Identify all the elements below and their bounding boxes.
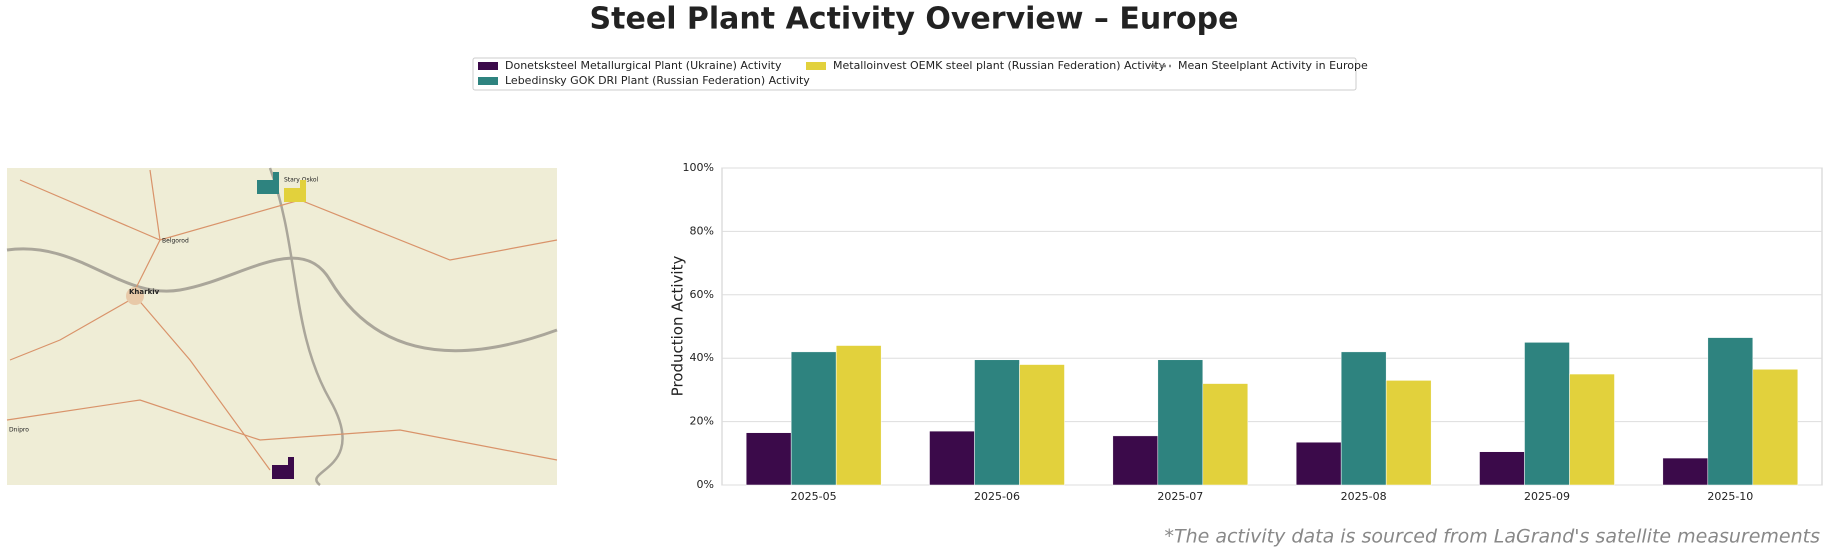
y-tick-label: 40%: [690, 351, 714, 364]
border: [6, 247, 558, 353]
y-tick-label: 20%: [690, 415, 714, 428]
bar: [1707, 337, 1754, 486]
city-area: [126, 287, 144, 305]
x-tick-label: 2025-08: [1341, 490, 1387, 503]
plant-icon: [284, 188, 302, 202]
bar: [1019, 364, 1065, 486]
road: [6, 399, 558, 461]
bar: [1752, 369, 1799, 486]
bar: [1479, 451, 1525, 486]
bar: [1569, 373, 1615, 486]
map-label: Kharkiv: [129, 288, 160, 296]
bar: [745, 432, 792, 486]
plot-area: [721, 167, 1823, 486]
y-axis-label: Production Activity: [669, 256, 687, 397]
bar: [1340, 351, 1387, 486]
bar: [790, 351, 837, 486]
map-label: Dnipro: [9, 427, 29, 434]
x-tick-label: 2025-05: [791, 490, 837, 503]
bar: [974, 359, 1020, 486]
bar: [1295, 441, 1342, 486]
legend-label: Metalloinvest OEMK steel plant (Russian …: [833, 59, 1166, 72]
bar: [1385, 380, 1432, 486]
legend-label: Mean Steelplant Activity in Europe: [1178, 59, 1368, 72]
chart-title: Steel Plant Activity Overview – Europe: [590, 2, 1239, 37]
y-tick-label: 60%: [690, 288, 714, 301]
footnote: *The activity data is sourced from LaGra…: [1164, 526, 1820, 548]
legend-swatch: [478, 62, 498, 70]
map-background: [7, 168, 557, 485]
legend-swatch: [478, 77, 498, 85]
x-tick-label: 2025-06: [974, 490, 1020, 503]
plant-icon: [273, 172, 279, 194]
bar: [1202, 383, 1249, 486]
x-tick-label: 2025-07: [1157, 490, 1203, 503]
legend-label: Donetsksteel Metallurgical Plant (Ukrain…: [505, 59, 782, 72]
map-label: Belgorod: [162, 238, 189, 245]
x-tick-label: 2025-09: [1524, 490, 1570, 503]
map: [6, 167, 558, 486]
x-tick-label: 2025-10: [1707, 490, 1753, 503]
y-tick-label: 80%: [690, 224, 714, 237]
bar: [1524, 342, 1570, 486]
legend-label: Lebedinsky GOK DRI Plant (Russian Federa…: [505, 74, 810, 87]
plant-icon: [300, 180, 306, 202]
bar: [1662, 457, 1709, 486]
road: [129, 289, 271, 471]
plant-icon: [272, 465, 290, 479]
y-tick-label: 100%: [683, 161, 714, 174]
border: [268, 167, 344, 486]
plant-icon: [257, 180, 275, 194]
bar: [929, 430, 975, 486]
legend-swatch: [806, 62, 826, 70]
legend-box: [472, 57, 1357, 91]
bar: [1157, 359, 1204, 486]
plant-icon: [288, 457, 294, 479]
bar: [1112, 435, 1159, 486]
y-tick-label: 0%: [697, 478, 714, 491]
bar: [835, 345, 882, 486]
